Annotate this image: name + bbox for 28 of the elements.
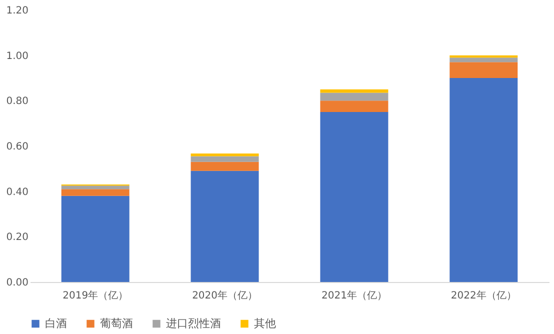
bar	[450, 58, 518, 62]
bar	[320, 92, 388, 101]
bar	[190, 156, 259, 162]
y-tick-label: 0.80	[6, 96, 28, 108]
legend-label: 白酒	[45, 316, 67, 330]
bar	[190, 170, 259, 282]
x-tick-label: 2021年（亿）	[321, 290, 387, 302]
y-tick-label: 0.40	[6, 186, 28, 198]
legend-label: 葡萄酒	[100, 316, 133, 330]
bar	[320, 112, 388, 282]
x-tick-label: 2019年（亿）	[62, 290, 128, 302]
bar	[61, 196, 130, 282]
y-tick-label: 1.20	[6, 6, 28, 16]
bar	[190, 153, 259, 156]
x-tick-label: 2020年（亿）	[192, 290, 258, 302]
legend-label: 进口烈性酒	[166, 316, 221, 330]
bar	[450, 78, 518, 282]
bar	[190, 162, 259, 171]
bar	[61, 186, 130, 190]
y-tick-label: 0.00	[6, 278, 28, 288]
legend-label: 其他	[254, 316, 276, 330]
x-tick-label: 2022年（亿）	[450, 290, 516, 302]
bar	[320, 100, 388, 112]
bar	[61, 189, 130, 196]
y-tick-label: 1.00	[6, 50, 28, 62]
y-tick-label: 0.60	[6, 142, 28, 152]
y-tick-label: 0.20	[6, 232, 28, 244]
bar	[450, 62, 518, 78]
